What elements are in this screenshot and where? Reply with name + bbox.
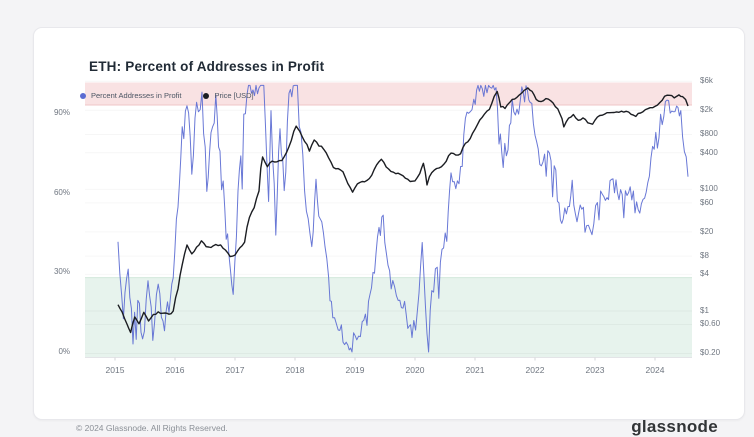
legend-dot-icon xyxy=(80,92,86,99)
legend-label: Percent Addresses in Profit xyxy=(91,91,182,100)
glassnode-logo: glassnode xyxy=(631,417,718,436)
legend-label: Price [USD] xyxy=(214,91,254,100)
legend-item-price-usd[interactable]: Price [USD] xyxy=(203,91,254,100)
legend: Percent Addresses in Profit Price [USD] xyxy=(80,91,254,100)
chart-title: ETH: Percent of Addresses in Profit xyxy=(89,59,325,74)
legend-dot-icon xyxy=(203,92,210,99)
legend-item-percent-in-profit[interactable]: Percent Addresses in Profit xyxy=(80,91,181,100)
copyright-text: © 2024 Glassnode. All Rights Reserved. xyxy=(76,423,228,433)
